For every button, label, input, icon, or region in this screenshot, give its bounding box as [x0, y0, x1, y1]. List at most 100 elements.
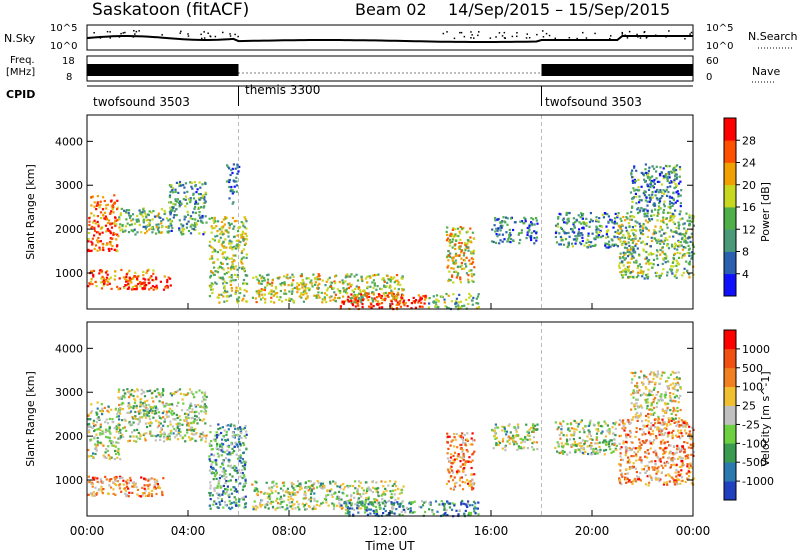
data-cell: [218, 239, 220, 241]
data-cell: [666, 239, 668, 241]
data-cell: [129, 217, 131, 219]
data-cell: [159, 431, 161, 433]
data-cell: [388, 278, 390, 280]
data-cell: [114, 278, 116, 280]
data-cell: [690, 241, 692, 243]
data-cell: [121, 477, 123, 479]
data-cell: [675, 227, 677, 229]
data-cell: [685, 237, 687, 239]
data-cell: [221, 454, 223, 456]
data-cell: [592, 453, 594, 455]
data-cell: [97, 221, 99, 223]
noise-dot: [691, 32, 693, 34]
data-cell: [208, 492, 210, 494]
data-cell: [144, 226, 146, 228]
data-cell: [447, 436, 449, 438]
data-cell: [351, 284, 353, 286]
noise-dot: [640, 37, 642, 39]
data-cell: [116, 244, 118, 246]
data-cell: [120, 214, 122, 216]
noise-dot: [609, 38, 611, 40]
data-cell: [246, 290, 248, 292]
data-cell: [196, 422, 198, 424]
data-cell: [443, 299, 445, 301]
data-cell: [618, 233, 620, 235]
data-cell: [178, 229, 180, 231]
data-cell: [272, 481, 274, 483]
data-cell: [245, 496, 247, 498]
data-cell: [169, 207, 171, 209]
data-cell: [620, 218, 622, 220]
data-cell: [164, 421, 166, 423]
data-cell: [212, 288, 214, 290]
data-cell: [296, 286, 298, 288]
data-cell: [560, 227, 562, 229]
data-cell: [226, 450, 228, 452]
data-cell: [308, 480, 310, 482]
data-cell: [657, 181, 659, 183]
data-cell: [105, 279, 107, 281]
data-cell: [233, 501, 235, 503]
data-cell: [388, 292, 390, 294]
data-cell: [243, 269, 245, 271]
data-cell: [190, 226, 192, 228]
data-cell: [235, 502, 237, 504]
data-cell: [587, 235, 589, 237]
data-cell: [224, 290, 226, 292]
data-cell: [125, 276, 127, 278]
data-cell: [586, 246, 588, 248]
data-cell: [365, 497, 367, 499]
data-cell: [648, 170, 650, 172]
data-cell: [640, 207, 642, 209]
data-cell: [109, 456, 111, 458]
data-cell: [162, 412, 164, 414]
data-cell: [566, 434, 568, 436]
data-cell: [632, 180, 634, 182]
data-cell: [428, 302, 430, 304]
data-cell: [602, 214, 604, 216]
data-cell: [577, 235, 579, 237]
data-cell: [94, 248, 96, 250]
data-cell: [323, 485, 325, 487]
data-cell: [557, 223, 559, 225]
data-cell: [317, 291, 319, 293]
data-cell: [596, 235, 598, 237]
data-cell: [228, 227, 230, 229]
data-cell: [660, 191, 662, 193]
data-cell: [161, 491, 163, 493]
data-cell: [176, 214, 178, 216]
data-cell: [238, 498, 240, 500]
data-cell: [669, 212, 671, 214]
data-cell: [112, 234, 114, 236]
data-cell: [583, 443, 585, 445]
data-cell: [329, 277, 331, 279]
data-cell: [100, 217, 102, 219]
data-cell: [272, 506, 274, 508]
data-cell: [581, 237, 583, 239]
data-cell: [428, 502, 430, 504]
data-cell: [650, 245, 652, 247]
data-cell: [392, 490, 394, 492]
data-cell: [333, 505, 335, 507]
data-cell: [232, 228, 234, 230]
data-cell: [179, 425, 181, 427]
data-cell: [134, 399, 136, 401]
data-cell: [240, 237, 242, 239]
data-cell: [338, 491, 340, 493]
noise-dot: [87, 37, 89, 39]
data-cell: [510, 437, 512, 439]
data-cell: [308, 277, 310, 279]
data-cell: [384, 488, 386, 490]
data-cell: [513, 443, 515, 445]
data-cell: [592, 245, 594, 247]
data-cell: [651, 267, 653, 269]
data-cell: [459, 266, 461, 268]
noise-dot: [180, 32, 182, 34]
data-cell: [671, 244, 673, 246]
data-cell: [158, 411, 160, 413]
colorbar-swatch: [724, 207, 736, 230]
data-cell: [224, 429, 226, 431]
data-cell: [195, 391, 197, 393]
data-cell: [534, 425, 536, 427]
data-cell: [464, 259, 466, 261]
